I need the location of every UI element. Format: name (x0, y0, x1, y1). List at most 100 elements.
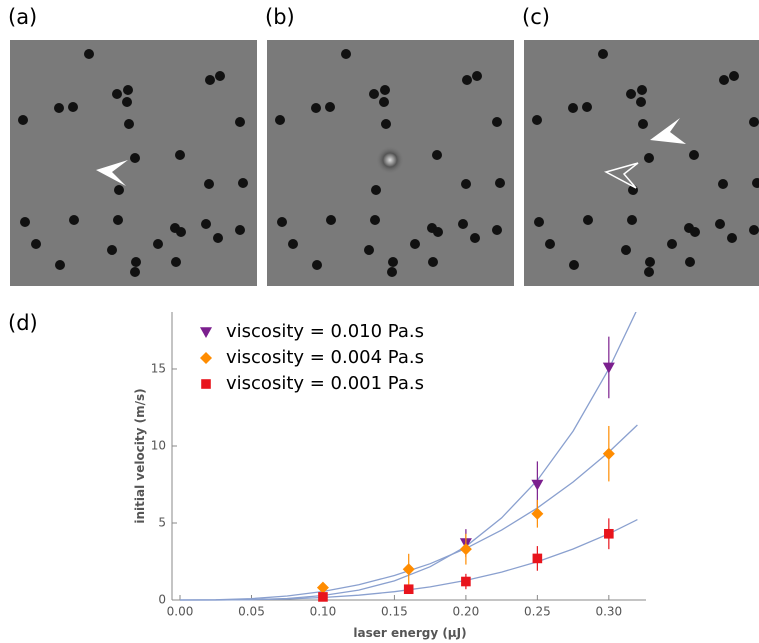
particle (68, 102, 78, 112)
particle (690, 227, 700, 237)
marker (200, 327, 212, 338)
x-tick-label: 0.25 (524, 605, 551, 619)
particle (84, 49, 94, 59)
particle (370, 215, 380, 225)
panel-label: (c) (522, 5, 550, 29)
particle (31, 239, 41, 249)
particle (636, 97, 646, 107)
particle (461, 179, 471, 189)
particle (387, 267, 397, 277)
particle (689, 150, 699, 160)
particle (462, 75, 472, 85)
particle (729, 71, 739, 81)
particle (428, 257, 438, 267)
x-tick-label: 0.05 (238, 605, 265, 619)
y-tick-label: 15 (151, 361, 166, 375)
particle (325, 102, 335, 112)
particles (18, 49, 759, 277)
particle (410, 239, 420, 249)
particle (749, 225, 759, 235)
particle (312, 260, 322, 270)
marker (531, 507, 544, 520)
particle (176, 227, 186, 237)
particle (380, 85, 390, 95)
marker (201, 379, 211, 389)
x-tick-label: 0.00 (167, 605, 194, 619)
particle (727, 233, 737, 243)
cavitation (376, 146, 404, 174)
panel-label: (b) (265, 5, 295, 29)
particle (379, 97, 389, 107)
marker (403, 584, 414, 595)
marker (402, 563, 415, 576)
particle (645, 257, 655, 267)
marker (316, 581, 329, 594)
particle (123, 85, 133, 95)
legend-label: viscosity = 0.004 Pa.s (226, 347, 424, 368)
plot: 0.00 0.05 0.10 0.15 0.20 0.25 0.30 0 5 10 15 viscos… (151, 312, 638, 619)
particle (275, 115, 285, 125)
panel-label: (d) (8, 311, 38, 335)
particle (472, 71, 482, 81)
marker (461, 576, 471, 587)
y-tick-label: 0 (158, 593, 166, 607)
legend-label: viscosity = 0.010 Pa.s (226, 321, 424, 342)
particle (685, 257, 695, 267)
particle (621, 245, 631, 255)
x-axis-label: laser energy (μJ) (353, 626, 466, 640)
particle (545, 239, 555, 249)
particle (582, 102, 592, 112)
particle (341, 49, 351, 59)
particle (534, 217, 544, 227)
particle (130, 267, 140, 277)
marker (604, 528, 614, 539)
particle (124, 119, 134, 129)
particle (752, 178, 759, 188)
particle (235, 117, 245, 127)
particle (153, 239, 163, 249)
marker (602, 362, 615, 374)
particle (637, 85, 647, 95)
particle (715, 219, 725, 229)
marker (200, 352, 212, 364)
particle (54, 103, 64, 113)
y-tick-label: 10 (151, 438, 166, 452)
particle (69, 215, 79, 225)
particle-field (275, 49, 505, 277)
particle (626, 89, 636, 99)
particle (568, 103, 578, 113)
particle (381, 119, 391, 129)
panel-label: (a) (8, 5, 37, 29)
arrow (96, 160, 128, 186)
particle-field (18, 49, 248, 277)
plot-area (179, 312, 638, 602)
marker (532, 553, 543, 564)
particle (112, 89, 122, 99)
particle (532, 115, 542, 125)
x-tick-label: 0.20 (453, 605, 480, 619)
particle (204, 179, 214, 189)
particle (598, 49, 608, 59)
y-axis-label: initial velocity (m/s) (133, 388, 147, 523)
particle (458, 219, 468, 229)
arrow (650, 118, 686, 144)
particle (432, 150, 442, 160)
particle (205, 75, 215, 85)
particle (113, 215, 123, 225)
particle (311, 103, 321, 113)
particle (55, 260, 65, 270)
particle (215, 71, 225, 81)
particle (495, 178, 505, 188)
particle (719, 75, 729, 85)
marker (602, 447, 615, 460)
particle (388, 257, 398, 267)
particle (201, 219, 211, 229)
particle (364, 245, 374, 255)
particle (130, 153, 140, 163)
particle (122, 97, 132, 107)
micrograph (10, 40, 257, 286)
particle (627, 215, 637, 225)
particle-field (532, 49, 759, 277)
particle (371, 185, 381, 195)
